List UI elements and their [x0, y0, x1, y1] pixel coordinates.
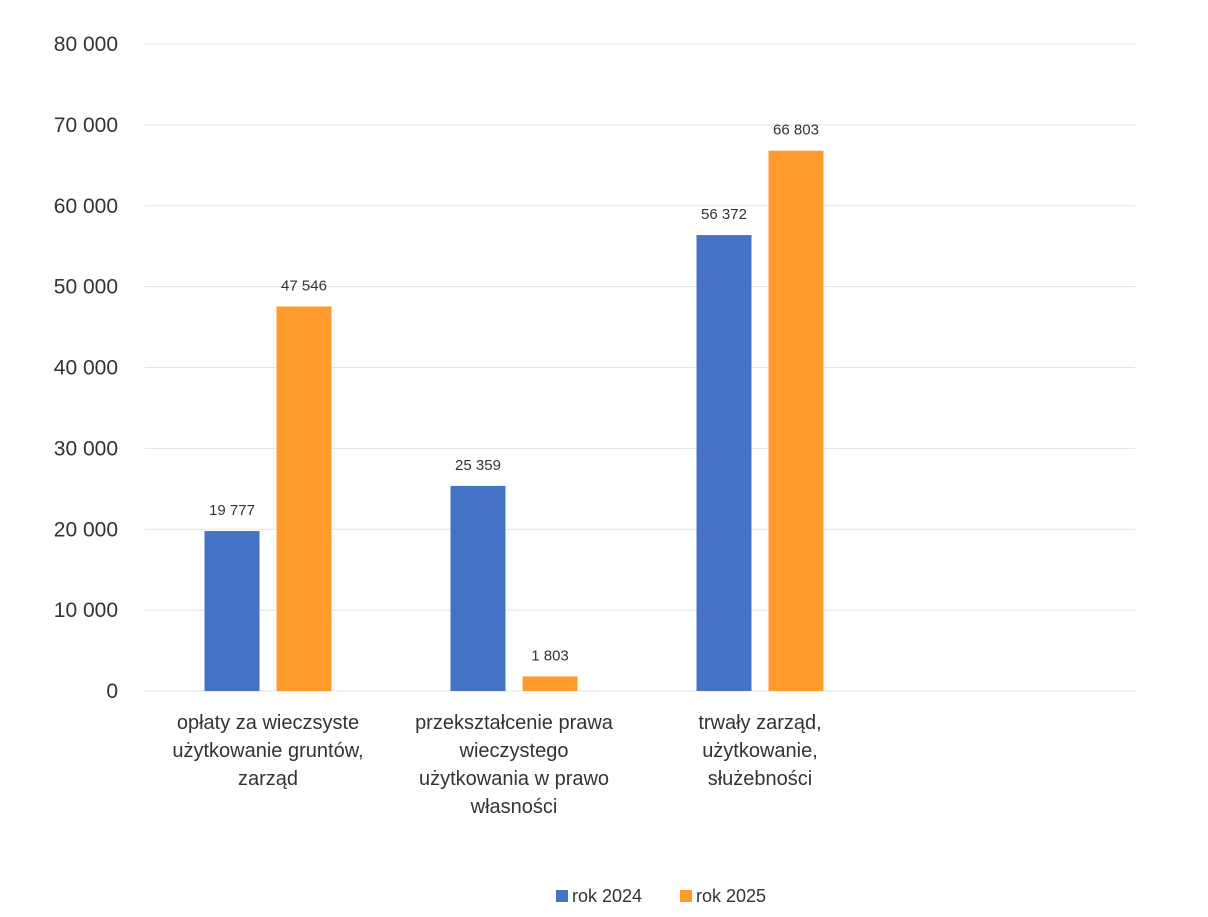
data-labels: 19 777 25 359 56 372 47 546 1 803 66 803 [209, 122, 819, 665]
category-label: wieczystego [459, 740, 569, 762]
bar-rok-2024-1 [450, 485, 506, 691]
category-label: służebności [708, 768, 813, 790]
category-label: użytkowanie, [702, 740, 818, 762]
y-tick-label: 10 000 [54, 599, 118, 622]
y-tick-label: 0 [106, 680, 118, 703]
data-label: 25 359 [455, 457, 501, 474]
data-label: 19 777 [209, 502, 255, 519]
category-label: opłaty za wieczsyste [177, 712, 359, 734]
legend-swatch [556, 890, 568, 902]
bar-rok-2024-0 [204, 531, 260, 691]
y-tick-label: 50 000 [54, 276, 118, 299]
data-label: 47 546 [281, 277, 327, 294]
bars [204, 150, 824, 692]
data-label: 1 803 [531, 647, 569, 664]
legend-label: rok 2025 [696, 886, 766, 906]
category-label: własności [470, 796, 558, 818]
y-axis-ticks: 0 10 000 20 000 30 000 40 000 50 000 60 000 70 … [54, 33, 118, 703]
y-tick-label: 20 000 [54, 518, 118, 541]
bar-rok-2025-1 [522, 676, 578, 691]
y-tick-label: 70 000 [54, 114, 118, 137]
category-label: zarząd [238, 768, 298, 790]
y-tick-label: 30 000 [54, 437, 118, 460]
legend: rok 2024 rok 2025 [556, 886, 766, 906]
legend-label: rok 2024 [572, 886, 642, 906]
category-labels: opłaty za wieczsyste użytkowanie gruntów,… [172, 712, 821, 818]
y-tick-label: 60 000 [54, 195, 118, 218]
bar-rok-2025-2 [768, 150, 824, 692]
y-tick-label: 40 000 [54, 357, 118, 380]
data-label: 56 372 [701, 206, 747, 223]
category-label: trwały zarząd, [698, 712, 821, 734]
bar-rok-2025-0 [276, 306, 332, 691]
y-tick-label: 80 000 [54, 33, 118, 56]
legend-swatch [680, 890, 692, 902]
category-label: użytkowania w prawo [419, 768, 609, 790]
bar-rok-2024-2 [696, 235, 752, 692]
data-label: 66 803 [773, 122, 819, 139]
category-label: użytkowanie gruntów, [172, 740, 363, 762]
category-label: przekształcenie prawa [415, 712, 614, 734]
